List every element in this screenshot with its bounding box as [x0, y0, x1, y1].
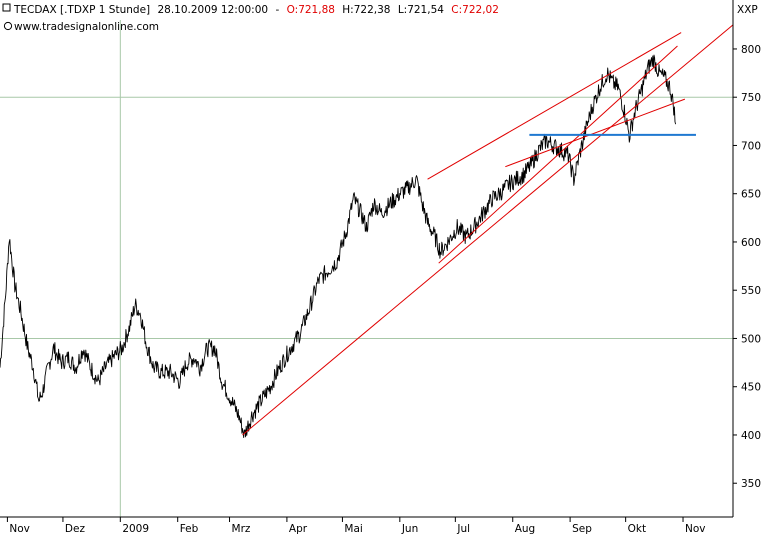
trendline-line-4	[505, 98, 686, 168]
open-label: O:721,88	[287, 4, 335, 16]
y-tick-label: 700	[741, 140, 761, 152]
x-tick-label: Mai	[344, 523, 362, 535]
x-tick-label: Nov	[9, 523, 30, 535]
trendline-line-3	[438, 45, 678, 264]
x-tick-label: Aug	[515, 523, 536, 535]
source-label: www.tradesignalonline.com	[14, 21, 159, 33]
x-tick-label: Mrz	[232, 523, 251, 535]
y-tick-label: 450	[741, 382, 761, 394]
trendline-line-1	[242, 24, 734, 436]
x-tick-label: Dez	[65, 523, 86, 535]
x-tick-label: Jun	[401, 523, 418, 535]
trendline-line-2	[427, 32, 682, 180]
axis-symbol-label: XXP	[737, 4, 758, 16]
x-tick-label: 2009	[122, 523, 149, 535]
collapse-icon[interactable]	[2, 3, 11, 12]
x-tick-label: Sep	[572, 523, 592, 535]
price-series-line	[0, 54, 677, 439]
x-tick-label: Apr	[289, 523, 308, 535]
y-tick-label: 550	[741, 285, 761, 297]
y-tick-label: 500	[741, 333, 761, 345]
y-tick-label: 600	[741, 237, 761, 249]
datetime-label: 28.10.2009 12:00:00	[157, 4, 268, 16]
symbol-label: TECDAX [.TDXP 1 Stunde]	[13, 4, 150, 16]
x-tick-label: Jul	[456, 523, 470, 535]
x-tick-label: Okt	[628, 523, 646, 535]
close-label: C:722,02	[451, 4, 499, 16]
separator-label: -	[275, 4, 279, 16]
svg-text:TECDAX [.TDXP 1 Stunde]: TECDAX [.TDXP 1 Stunde] 28.10.2009 12:00…	[13, 4, 499, 16]
low-label: L:721,54	[398, 4, 444, 16]
y-tick-label: 350	[741, 478, 761, 490]
copyright-icon	[3, 21, 13, 31]
y-tick-label: 650	[741, 189, 761, 201]
x-tick-label: Feb	[180, 523, 199, 535]
y-tick-label: 800	[741, 44, 761, 56]
y-tick-label: 400	[741, 430, 761, 442]
y-tick-label: 750	[741, 92, 761, 104]
x-tick-label: Nov	[685, 523, 706, 535]
high-label: H:722,38	[342, 4, 390, 16]
